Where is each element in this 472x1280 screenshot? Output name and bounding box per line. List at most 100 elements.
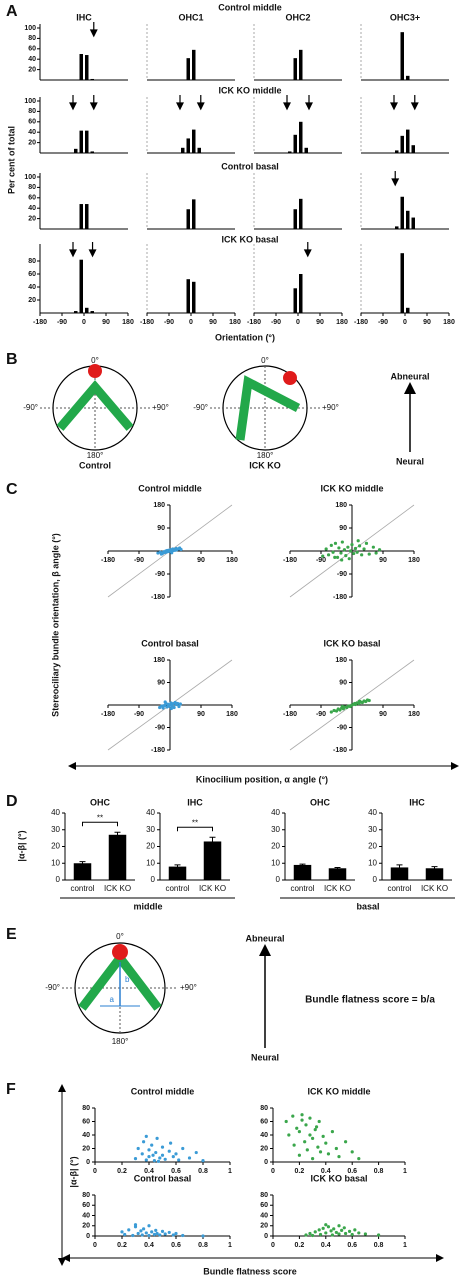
point — [337, 1155, 341, 1159]
point — [133, 1223, 138, 1227]
bar — [192, 281, 196, 313]
point — [284, 1119, 288, 1124]
y-tick-label: 180 — [335, 502, 347, 509]
significance-bracket — [177, 826, 213, 832]
x-tick-label: 90 — [316, 319, 324, 326]
chart-title: Control basal — [141, 638, 199, 648]
point — [332, 1227, 336, 1231]
x-tick-label: control — [70, 884, 94, 893]
bar — [181, 147, 185, 153]
row-title: ICK KO basal — [221, 234, 278, 244]
bar — [203, 841, 222, 880]
point — [136, 1231, 140, 1236]
bar — [293, 58, 297, 80]
x-tick-label: 0 — [93, 1242, 97, 1249]
point — [344, 1140, 348, 1144]
x-tick-label: 0.8 — [374, 1168, 384, 1175]
bar — [425, 868, 444, 880]
y-tick-label: 20 — [260, 1145, 268, 1152]
x-tick-label: 180 — [443, 319, 455, 326]
point — [332, 708, 336, 713]
y-tick-label: 180 — [153, 657, 165, 664]
x-tick-label: -90 — [164, 319, 174, 326]
point — [357, 1157, 361, 1161]
point — [357, 1231, 361, 1235]
y-tick-label: 20 — [51, 842, 60, 851]
point — [156, 1159, 161, 1163]
point — [147, 1224, 151, 1228]
arrow — [305, 95, 313, 111]
panel-letter: A — [6, 3, 18, 20]
angle-label: 0° — [116, 932, 124, 941]
angle-label: 180° — [257, 451, 274, 460]
y-tick-label: 40 — [368, 808, 377, 817]
angle-label: +90° — [180, 983, 197, 992]
point — [314, 1125, 319, 1129]
x-tick-label: -180 — [283, 711, 297, 718]
point — [353, 546, 358, 551]
bar — [406, 129, 410, 153]
x-tick-label: 0.6 — [347, 1242, 357, 1249]
arrow — [303, 242, 312, 258]
x-tick-label: 180 — [226, 557, 238, 564]
point — [201, 1159, 205, 1163]
point — [377, 548, 382, 552]
point — [150, 1230, 154, 1234]
point — [334, 1230, 338, 1235]
y-tick-label: 80 — [28, 108, 36, 115]
point — [340, 540, 344, 544]
point — [337, 1224, 341, 1228]
point — [147, 1148, 151, 1152]
row-title: Control middle — [218, 2, 282, 12]
y-tick-label: 90 — [339, 679, 347, 686]
point — [139, 1229, 143, 1233]
y-tick-label: 30 — [368, 825, 377, 834]
error-bar — [396, 864, 403, 870]
point — [330, 1130, 334, 1134]
point — [144, 1158, 148, 1162]
panel-letter: F — [6, 1081, 16, 1098]
point — [304, 1123, 308, 1127]
y-tick-label: 30 — [146, 825, 155, 834]
x-tick-label: -90 — [316, 557, 326, 564]
point — [133, 1157, 138, 1161]
y-tick-label: 20 — [271, 842, 280, 851]
point — [340, 704, 344, 709]
x-tick-label: -90 — [57, 319, 67, 326]
y-tick-label: 90 — [157, 525, 165, 532]
point — [295, 1126, 299, 1130]
y-tick-label: 80 — [82, 1192, 90, 1199]
chart-title: OHC — [310, 797, 331, 807]
y-tick-label: -90 — [155, 571, 165, 578]
point — [140, 1233, 144, 1237]
diagram-ick-ko — [210, 365, 320, 451]
point — [177, 1158, 181, 1162]
point — [155, 1231, 159, 1236]
point — [171, 1233, 175, 1237]
x-axis-label: Bundle flatness score — [203, 1266, 297, 1276]
y-tick-label: 0 — [86, 1233, 90, 1240]
y-tick-label: 60 — [28, 195, 36, 202]
bar — [85, 130, 89, 153]
arrow — [176, 95, 184, 111]
point — [136, 1146, 140, 1151]
diagram-control — [40, 364, 150, 451]
point — [147, 1155, 151, 1159]
bar — [90, 311, 94, 313]
point — [300, 1113, 304, 1117]
y-tick-label: 30 — [51, 825, 60, 834]
arrow-label: Abneural — [245, 933, 284, 943]
point — [144, 1134, 148, 1138]
angle-label: +90° — [152, 403, 169, 412]
point — [357, 544, 362, 548]
y-axis-label: |α-β| (°) — [68, 1156, 78, 1187]
bar — [293, 134, 297, 153]
point — [150, 1143, 154, 1147]
point — [340, 1228, 344, 1232]
angle-label: 0° — [261, 356, 269, 365]
x-tick-label: 0.8 — [198, 1242, 208, 1249]
point — [316, 1145, 320, 1149]
x-tick-label: 0 — [296, 319, 300, 326]
arrow — [89, 22, 98, 38]
point — [152, 1232, 156, 1237]
